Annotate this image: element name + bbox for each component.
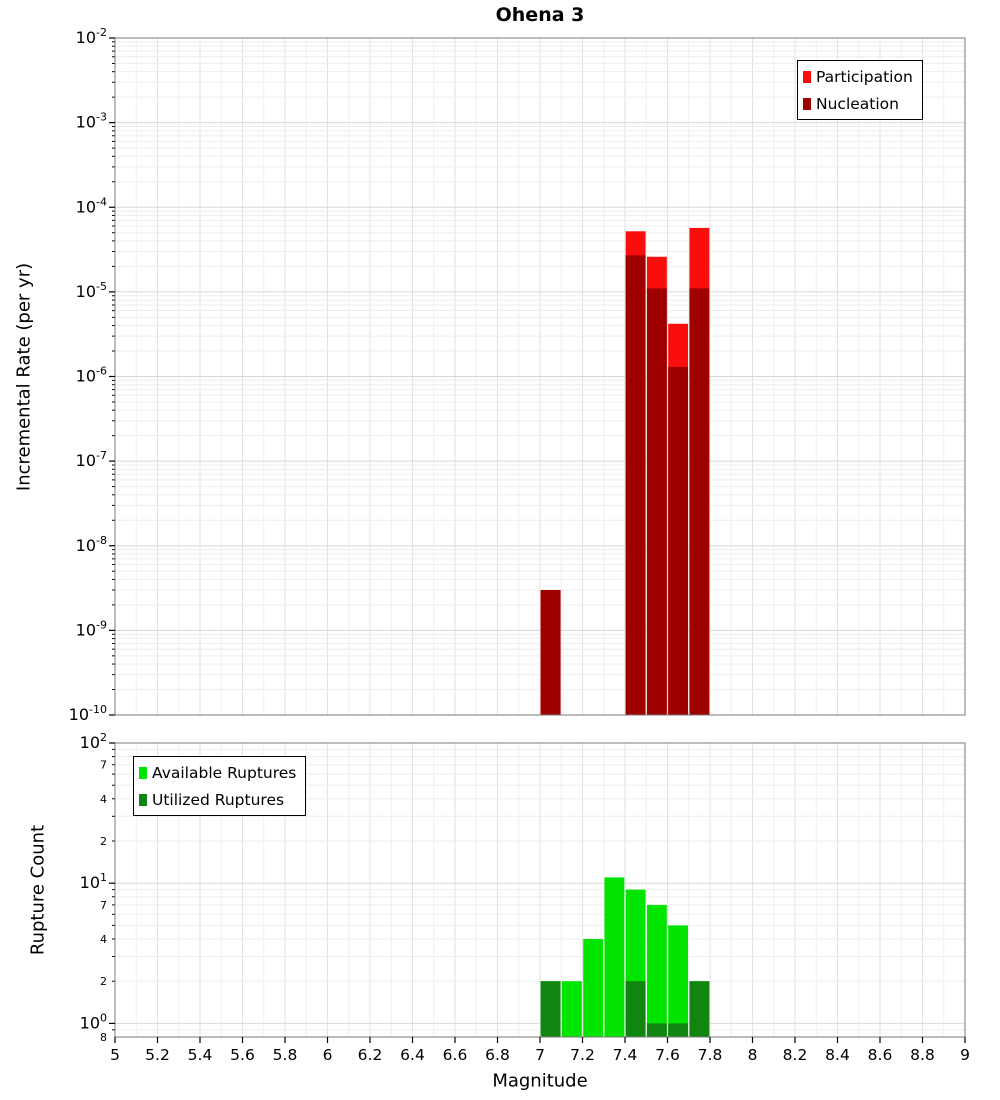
svg-text:10-4: 10-4 <box>76 195 107 216</box>
svg-text:4: 4 <box>100 933 107 946</box>
legend-item-nucleation: Nucleation <box>803 90 913 117</box>
svg-text:5.6: 5.6 <box>230 1046 255 1064</box>
svg-text:10-6: 10-6 <box>76 365 107 386</box>
legend-label-participation: Participation <box>816 67 913 86</box>
bottom-y-axis-label: Rupture Count <box>27 824 49 956</box>
svg-text:6.4: 6.4 <box>400 1046 425 1064</box>
svg-text:7.2: 7.2 <box>570 1046 595 1064</box>
legend-label-nucleation: Nucleation <box>816 94 899 113</box>
utilized-ruptures-swatch <box>139 793 147 806</box>
svg-text:102: 102 <box>80 731 107 752</box>
svg-text:7: 7 <box>100 759 107 772</box>
svg-text:10-9: 10-9 <box>76 618 107 639</box>
participation-swatch <box>803 70 811 83</box>
svg-text:8: 8 <box>748 1046 758 1064</box>
x-axis-label: Magnitude <box>492 1070 588 1092</box>
legend-label-utilized: Utilized Ruptures <box>152 790 285 809</box>
svg-text:101: 101 <box>80 871 107 892</box>
top-y-axis-label: Incremental Rate (per yr) <box>13 262 35 492</box>
svg-text:8.4: 8.4 <box>825 1046 850 1064</box>
available-ruptures-swatch <box>139 766 147 779</box>
svg-text:6: 6 <box>323 1046 333 1064</box>
nucleation-swatch <box>803 97 811 110</box>
svg-text:7: 7 <box>535 1046 545 1064</box>
svg-text:10-10: 10-10 <box>69 703 107 724</box>
legend-item-participation: Participation <box>803 63 913 90</box>
legend-rate: Participation Nucleation <box>797 60 923 120</box>
svg-text:6.8: 6.8 <box>485 1046 510 1064</box>
svg-text:7.4: 7.4 <box>613 1046 638 1064</box>
svg-text:8.8: 8.8 <box>910 1046 935 1064</box>
legend-item-utilized: Utilized Ruptures <box>139 786 296 813</box>
svg-text:10-3: 10-3 <box>76 111 107 132</box>
svg-text:100: 100 <box>80 1011 107 1032</box>
svg-text:2: 2 <box>100 975 107 988</box>
legend-item-available: Available Ruptures <box>139 759 296 786</box>
svg-text:5.4: 5.4 <box>188 1046 213 1064</box>
chart-title: Ohena 3 <box>495 4 585 26</box>
svg-text:7.6: 7.6 <box>655 1046 680 1064</box>
svg-text:8: 8 <box>100 1031 107 1044</box>
svg-text:7.8: 7.8 <box>698 1046 723 1064</box>
svg-text:10-2: 10-2 <box>76 26 107 47</box>
svg-text:10-7: 10-7 <box>76 449 107 470</box>
svg-text:4: 4 <box>100 793 107 806</box>
svg-text:8.2: 8.2 <box>783 1046 808 1064</box>
svg-text:7: 7 <box>100 899 107 912</box>
legend-label-available: Available Ruptures <box>152 763 297 782</box>
svg-text:2: 2 <box>100 835 107 848</box>
svg-text:5.2: 5.2 <box>145 1046 170 1064</box>
legend-count: Available Ruptures Utilized Ruptures <box>133 756 307 816</box>
svg-text:5.8: 5.8 <box>273 1046 298 1064</box>
svg-text:5: 5 <box>110 1046 120 1064</box>
svg-text:6.6: 6.6 <box>443 1046 468 1064</box>
svg-text:10-5: 10-5 <box>76 280 107 301</box>
svg-text:8.6: 8.6 <box>868 1046 893 1064</box>
svg-text:9: 9 <box>960 1046 970 1064</box>
svg-text:6.2: 6.2 <box>358 1046 383 1064</box>
svg-text:10-8: 10-8 <box>76 534 107 555</box>
